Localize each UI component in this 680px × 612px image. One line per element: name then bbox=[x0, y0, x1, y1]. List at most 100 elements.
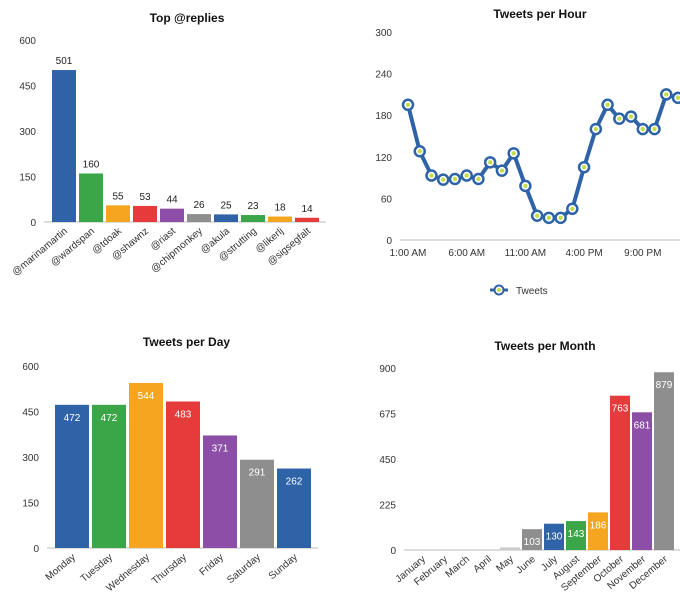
y-tick-label: 675 bbox=[379, 410, 396, 421]
x-tick-label: Tuesday bbox=[79, 552, 115, 585]
bar bbox=[522, 529, 542, 550]
tweets-per-month-chart: Tweets per Month0225450675900JanuaryFebr… bbox=[379, 339, 680, 594]
y-tick-label: 450 bbox=[19, 82, 36, 93]
bar-value-label: 763 bbox=[612, 404, 629, 415]
bar-value-label: 371 bbox=[212, 443, 229, 454]
y-tick-label: 225 bbox=[379, 501, 396, 512]
bar bbox=[79, 173, 103, 222]
y-tick-label: 600 bbox=[19, 36, 36, 47]
data-point-center bbox=[664, 92, 669, 97]
bar bbox=[610, 395, 630, 550]
y-tick-label: 150 bbox=[19, 173, 36, 184]
chart-title: Tweets per Hour bbox=[493, 7, 586, 21]
data-point-center bbox=[429, 173, 434, 178]
bar bbox=[52, 70, 76, 222]
bar bbox=[55, 404, 89, 548]
data-point-center bbox=[628, 114, 634, 119]
bar-value-label: 262 bbox=[286, 477, 303, 488]
bar-value-label: 143 bbox=[568, 529, 585, 540]
data-point-center bbox=[417, 149, 422, 154]
bar-value-label: 472 bbox=[101, 413, 118, 424]
bar-value-label: 18 bbox=[274, 203, 286, 214]
x-tick-label: 6:00 AM bbox=[448, 248, 485, 259]
x-tick-label: Saturday bbox=[225, 552, 263, 586]
bar-value-label: 501 bbox=[56, 56, 73, 67]
bar bbox=[203, 435, 237, 548]
bar-value-label: 544 bbox=[138, 391, 155, 402]
bar-value-label: 291 bbox=[249, 468, 266, 479]
data-point-center bbox=[558, 215, 563, 221]
y-tick-label: 300 bbox=[22, 453, 39, 464]
data-point-center bbox=[511, 151, 516, 156]
bar bbox=[214, 214, 238, 222]
chart-title: Top @replies bbox=[150, 11, 225, 25]
y-tick-label: 900 bbox=[379, 364, 396, 375]
x-tick-label: 9:00 PM bbox=[624, 248, 661, 259]
data-point-center bbox=[523, 183, 528, 189]
bar-value-label: 472 bbox=[64, 413, 81, 424]
x-tick-label: Friday bbox=[198, 552, 226, 578]
bar bbox=[277, 468, 311, 548]
data-point-center bbox=[464, 173, 469, 178]
y-tick-label: 600 bbox=[22, 362, 39, 373]
y-tick-label: 300 bbox=[375, 28, 392, 39]
x-tick-label: Monday bbox=[44, 552, 78, 583]
bar-value-label: 26 bbox=[193, 200, 205, 211]
y-tick-label: 240 bbox=[375, 70, 392, 81]
bar bbox=[566, 521, 586, 550]
bar bbox=[295, 217, 319, 222]
x-tick-label: Thursday bbox=[150, 552, 189, 587]
bar bbox=[632, 412, 652, 550]
x-tick-label: 11:00 AM bbox=[505, 248, 547, 259]
y-tick-label: 450 bbox=[22, 408, 39, 419]
bar bbox=[133, 205, 157, 222]
data-point-center bbox=[452, 176, 458, 182]
bar-value-label: 25 bbox=[220, 200, 232, 211]
bar bbox=[240, 459, 274, 548]
bar-value-label: 44 bbox=[166, 195, 178, 206]
legend-label: Tweets bbox=[516, 286, 548, 297]
data-point-center bbox=[570, 206, 575, 211]
x-tick-label: 1:00 AM bbox=[390, 248, 427, 259]
bar bbox=[106, 205, 130, 222]
bar-value-label: 53 bbox=[139, 192, 151, 203]
y-tick-label: 120 bbox=[375, 153, 392, 164]
data-point-center bbox=[581, 165, 587, 170]
data-point-center bbox=[605, 102, 610, 108]
bar-value-label: 681 bbox=[634, 420, 651, 431]
data-point-center bbox=[546, 215, 552, 221]
bar bbox=[187, 214, 211, 222]
bar-value-label: 483 bbox=[175, 409, 192, 420]
y-tick-label: 0 bbox=[386, 236, 392, 247]
x-tick-label: April bbox=[472, 554, 494, 575]
series-line-tweets bbox=[406, 92, 679, 220]
bar-value-label: 160 bbox=[83, 159, 100, 170]
bar-value-label: 186 bbox=[590, 520, 607, 531]
bar bbox=[268, 216, 292, 222]
x-tick-label: 4:00 PM bbox=[565, 248, 602, 259]
chart-title: Tweets per Day bbox=[143, 335, 230, 349]
bar bbox=[166, 401, 200, 548]
bar-value-label: 23 bbox=[247, 201, 259, 212]
y-tick-label: 180 bbox=[375, 111, 392, 122]
data-point-center bbox=[640, 126, 645, 132]
data-point-center bbox=[652, 126, 657, 132]
data-point-center bbox=[499, 168, 505, 173]
data-point-center bbox=[593, 126, 599, 132]
data-point-center bbox=[617, 116, 622, 121]
top-replies-chart: Top @replies0150300450600501@marinamarti… bbox=[10, 11, 326, 278]
bar bbox=[129, 382, 163, 548]
data-point-center bbox=[675, 95, 680, 101]
data-point-center bbox=[405, 102, 411, 108]
y-tick-label: 0 bbox=[33, 544, 39, 555]
bar bbox=[588, 512, 608, 550]
bar-value-label: 103 bbox=[524, 537, 541, 548]
data-point-center bbox=[534, 213, 540, 218]
bar bbox=[241, 215, 265, 222]
y-tick-label: 0 bbox=[390, 546, 396, 557]
bar-value-label: 55 bbox=[112, 191, 124, 202]
y-tick-label: 150 bbox=[22, 499, 39, 510]
chart-title: Tweets per Month bbox=[494, 339, 595, 353]
y-tick-label: 450 bbox=[379, 455, 396, 466]
